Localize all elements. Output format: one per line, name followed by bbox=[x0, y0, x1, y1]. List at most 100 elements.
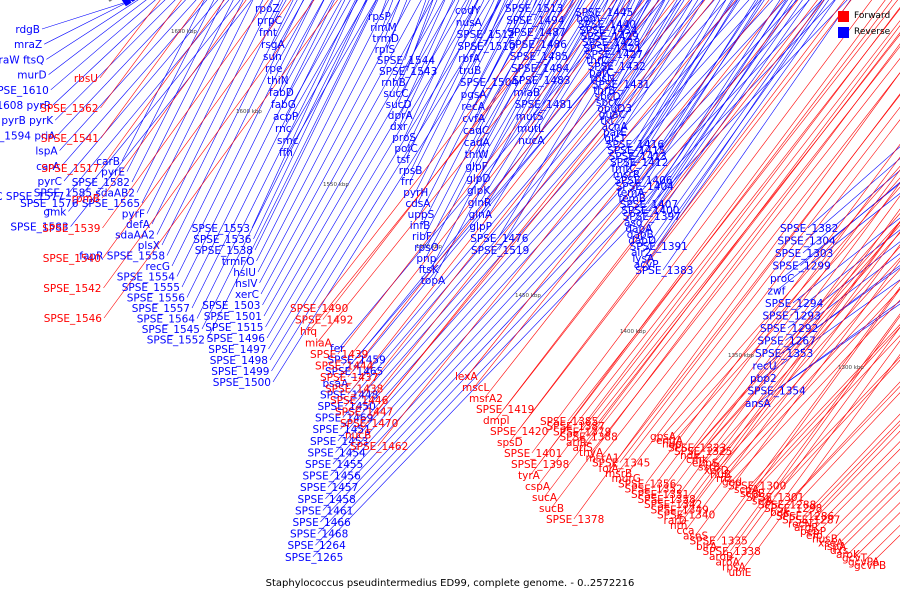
reverse-gene-label: prpC bbox=[257, 15, 282, 27]
leader-line bbox=[584, 46, 900, 448]
leader-line bbox=[196, 0, 356, 319]
reverse-gene-label: rpsP bbox=[368, 11, 391, 23]
forward-gene-label: SPSE_1298 bbox=[764, 503, 822, 515]
reverse-gene-label: rplS bbox=[375, 44, 396, 56]
reverse-gene-label: SPSE_1519 bbox=[471, 245, 529, 257]
leader-line bbox=[61, 0, 208, 166]
reverse-gene-label: mraZ bbox=[14, 39, 42, 51]
leader-line bbox=[181, 0, 325, 288]
reverse-gene-label: thiW bbox=[465, 149, 490, 161]
reverse-gene-label: sdaAA2 bbox=[115, 230, 155, 242]
reverse-gene-label: SPSE_1498 bbox=[210, 355, 268, 367]
reverse-gene-label: hslU bbox=[233, 267, 256, 279]
reverse-gene-label: ftsA SPSE_1610 bbox=[0, 85, 49, 97]
leader-line bbox=[325, 0, 786, 500]
position-tick-label: 1600 kbp bbox=[236, 109, 262, 115]
leader-line bbox=[44, 0, 133, 45]
leader-line bbox=[509, 0, 852, 443]
leader-line bbox=[268, 0, 287, 33]
reverse-gene-label: SPSE_1431 bbox=[592, 79, 650, 91]
leader-line bbox=[591, 58, 900, 453]
leader-line bbox=[544, 25, 900, 498]
reverse-gene-label: pyrE bbox=[101, 167, 125, 179]
leader-line bbox=[662, 0, 851, 271]
leader-line bbox=[525, 0, 580, 93]
forward-gene-label: nth bbox=[670, 520, 687, 532]
reverse-gene-label: proC bbox=[770, 273, 795, 285]
leader-line bbox=[601, 0, 643, 73]
reverse-gene-label: mutS bbox=[516, 111, 544, 123]
reverse-gene-label: rdgB bbox=[15, 24, 40, 36]
reverse-gene-label: SPSE_1513 bbox=[505, 3, 563, 15]
leader-line bbox=[161, 0, 284, 246]
reverse-gene-label: fmtC bbox=[611, 163, 636, 175]
reverse-gene-label: opuD3 bbox=[597, 103, 632, 115]
forward-gene-label: arlR bbox=[566, 437, 587, 449]
leader-line bbox=[529, 0, 608, 129]
leader-line bbox=[419, 0, 529, 215]
leader-line bbox=[671, 195, 900, 505]
leader-line bbox=[46, 0, 139, 60]
leader-line bbox=[647, 0, 781, 205]
forward-gene-label: SPSE_1470 bbox=[340, 418, 398, 430]
leader-line bbox=[678, 208, 900, 510]
reverse-gene-label: glpP bbox=[469, 221, 492, 233]
reverse-gene-label: SPSE_1445 bbox=[575, 7, 633, 19]
reverse-gene-label: zwf bbox=[768, 286, 786, 298]
leader-line bbox=[186, 0, 335, 298]
forward-gene-label: hfq bbox=[300, 326, 317, 338]
reverse-gene-label: frr bbox=[401, 176, 414, 188]
leader-line bbox=[103, 0, 315, 289]
leader-line bbox=[284, 0, 358, 129]
leader-line bbox=[281, 0, 333, 93]
leader-line bbox=[470, 0, 501, 59]
reverse-gene-label: miaB bbox=[513, 87, 540, 99]
leader-line bbox=[652, 156, 900, 489]
reverse-gene-label: SPSE_1585 sdaAB2 bbox=[34, 188, 135, 200]
leader-line bbox=[322, 0, 572, 320]
reverse-gene-label: SPSE_1554 bbox=[117, 272, 176, 284]
leader-line bbox=[637, 0, 738, 163]
leader-line bbox=[48, 0, 147, 75]
leader-line bbox=[285, 0, 351, 117]
forward-gene-label: engA bbox=[656, 435, 684, 447]
reverse-gene-label: coaBC SPSE_1577 bbox=[0, 191, 64, 203]
reverse-gene-label: plsX bbox=[138, 240, 160, 252]
leader-line bbox=[68, 0, 241, 212]
reverse-gene-label: SPSE_1455 bbox=[305, 459, 363, 471]
reverse-gene-label: SPSE_1544 bbox=[377, 55, 436, 67]
reverse-gene-label: mutL bbox=[517, 123, 544, 135]
reverse-gene-label: SPSE_1416 bbox=[606, 139, 665, 151]
leader-line bbox=[530, 0, 893, 476]
reverse-gene-label: polC bbox=[394, 143, 417, 155]
leader-line bbox=[602, 0, 648, 79]
leader-line bbox=[542, 0, 600, 105]
reverse-gene-label: hslV bbox=[235, 278, 258, 290]
reverse-gene-label: SPSE_1427 bbox=[585, 49, 643, 61]
forward-gene-label: rpsA bbox=[722, 562, 746, 574]
forward-gene-label: SPSE_1288 bbox=[758, 499, 816, 511]
forward-gene-label: SPSE_1541 bbox=[41, 133, 99, 145]
reverse-gene-label: rnc bbox=[275, 123, 292, 135]
leader-line bbox=[176, 0, 314, 277]
position-tick-label: 1350 kbp bbox=[728, 353, 754, 359]
leader-line bbox=[478, 0, 586, 179]
leader-line bbox=[484, 0, 799, 399]
leader-line bbox=[537, 0, 566, 57]
leader-line bbox=[671, 186, 900, 444]
forward-gene-label: hup bbox=[662, 439, 682, 451]
leader-line bbox=[481, 0, 624, 227]
forward-gene-label: SPSE_1335 bbox=[690, 536, 748, 548]
forward-gene-label: nucB bbox=[345, 430, 371, 442]
reverse-gene-label: tsf bbox=[397, 154, 411, 166]
leader-line bbox=[273, 0, 298, 45]
genome-backbone-arc bbox=[108, 0, 113, 2]
leader-line bbox=[839, 489, 900, 551]
reverse-gene-label: rpe bbox=[265, 63, 282, 75]
leader-line bbox=[256, 0, 389, 262]
reverse-gene-label: SPSE_1404 bbox=[616, 181, 675, 193]
reverse-gene-label: alr2 bbox=[631, 247, 651, 259]
position-tick-label: 1400 kbp bbox=[620, 329, 646, 335]
reverse-gene-label: carA bbox=[36, 161, 61, 173]
forward-gene-label: gpsA bbox=[650, 431, 677, 443]
